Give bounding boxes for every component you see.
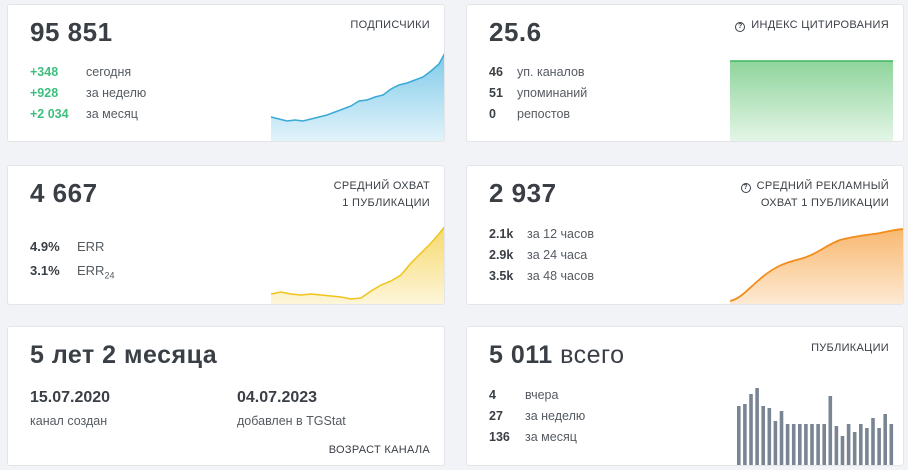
- publications-bar: [773, 421, 778, 465]
- publications-bar: [791, 424, 796, 465]
- publications-label: ПУБЛИКАЦИИ: [811, 342, 889, 354]
- citation-channels: 46 уп. каналов: [489, 65, 585, 79]
- reach-label: СРЕДНИЙ ОХВАТ 1 ПУБЛИКАЦИИ: [333, 180, 430, 209]
- ad-reach-value: 2 937: [489, 178, 557, 208]
- subscribers-week: +928 за неделю: [30, 86, 147, 100]
- ad-reach-48h: 3.5k за 48 часов: [489, 269, 594, 283]
- reach-err24: 3.1% ERR24: [30, 263, 115, 281]
- created-date: 15.07.2020: [30, 389, 111, 406]
- publications-card[interactable]: 5 011 всего ПУБЛИКАЦИИ 4 вчера 27 за недел…: [466, 326, 904, 466]
- publications-bar: [767, 408, 772, 465]
- publications-bar: [798, 424, 802, 465]
- channel-age-value: 5 лет 2 месяца: [30, 341, 218, 369]
- citation-index-value: 25.6: [489, 17, 542, 47]
- channel-age-card[interactable]: 5 лет 2 месяца 15.07.2020 канал создан 0…: [7, 326, 445, 466]
- subscribers-count: 95 851: [30, 17, 113, 47]
- publications-bar: [785, 424, 790, 465]
- question-circle-icon[interactable]: ?: [740, 183, 751, 193]
- publications-bar: [761, 406, 765, 465]
- publications-bar: [822, 424, 826, 465]
- publications-bar: [871, 418, 875, 465]
- created-date-label: канал создан: [30, 414, 108, 428]
- publications-bar: [889, 424, 894, 465]
- added-date: 04.07.2023: [237, 389, 318, 406]
- publications-week: 27 за неделю: [489, 409, 586, 423]
- channel-age-label: ВОЗРАСТ КАНАЛА: [328, 444, 430, 456]
- citation-label: ? ИНДЕКС ЦИТИРОВАНИЯ: [735, 17, 889, 34]
- citation-reposts: 0 репостов: [489, 107, 571, 121]
- citation-chart: [730, 60, 893, 141]
- publications-bar: [755, 388, 759, 465]
- subscribers-sparkline: [271, 53, 444, 141]
- publications-total: 5 011 всего: [489, 341, 625, 369]
- publications-bar: [816, 424, 820, 465]
- ad-reach-sparkline: [730, 228, 903, 304]
- publications-bar: [810, 424, 814, 465]
- subscribers-today: +348 сегодня: [30, 65, 132, 79]
- reach-card[interactable]: 4 667 СРЕДНИЙ ОХВАТ 1 ПУБЛИКАЦИИ 4.9% ERR …: [7, 165, 445, 305]
- publications-bar: [828, 396, 833, 465]
- ad-reach-card[interactable]: 2 937 ? СРЕДНИЙ РЕКЛАМНЫЙ ОХВАТ 1 ПУБЛИКАЦ…: [466, 165, 904, 305]
- publications-bar: [834, 426, 839, 465]
- reach-sparkline: [271, 226, 444, 304]
- publications-bar: [865, 428, 869, 465]
- publications-bar: [846, 424, 851, 465]
- reach-err: 4.9% ERR: [30, 239, 105, 254]
- publications-bar: [883, 414, 887, 465]
- publications-bar: [859, 424, 863, 465]
- ad-reach-label: ? СРЕДНИЙ РЕКЛАМНЫЙ ОХВАТ 1 ПУБЛИКАЦИИ: [740, 178, 889, 212]
- question-circle-icon[interactable]: ?: [735, 22, 746, 32]
- publications-month: 136 за месяц: [489, 430, 577, 444]
- subscribers-label: ПОДПИСЧИКИ: [350, 19, 430, 31]
- publications-bar: [737, 406, 741, 465]
- publications-bar: [749, 394, 753, 465]
- subscribers-card[interactable]: 95 851 ПОДПИСЧИКИ +348 сегодня +928 за нед…: [7, 4, 445, 142]
- publications-bar: [779, 411, 784, 465]
- publications-bar: [852, 432, 857, 465]
- reach-value: 4 667: [30, 178, 98, 208]
- ad-reach-24h: 2.9k за 24 часа: [489, 248, 588, 262]
- ad-reach-12h: 2.1k за 12 часов: [489, 227, 594, 241]
- publications-bar: [743, 404, 747, 465]
- added-date-label: добавлен в TGStat: [237, 414, 346, 428]
- publications-bar-chart: [737, 388, 894, 465]
- publications-bar: [804, 424, 808, 465]
- citation-mentions: 51 упоминаний: [489, 86, 588, 100]
- subscribers-month: +2 034 за месяц: [30, 107, 138, 121]
- publications-bar: [877, 428, 881, 465]
- citation-card[interactable]: 25.6 ? ИНДЕКС ЦИТИРОВАНИЯ 46 уп. каналов 5…: [466, 4, 904, 142]
- publications-yesterday: 4 вчера: [489, 388, 559, 402]
- publications-bar: [840, 436, 845, 465]
